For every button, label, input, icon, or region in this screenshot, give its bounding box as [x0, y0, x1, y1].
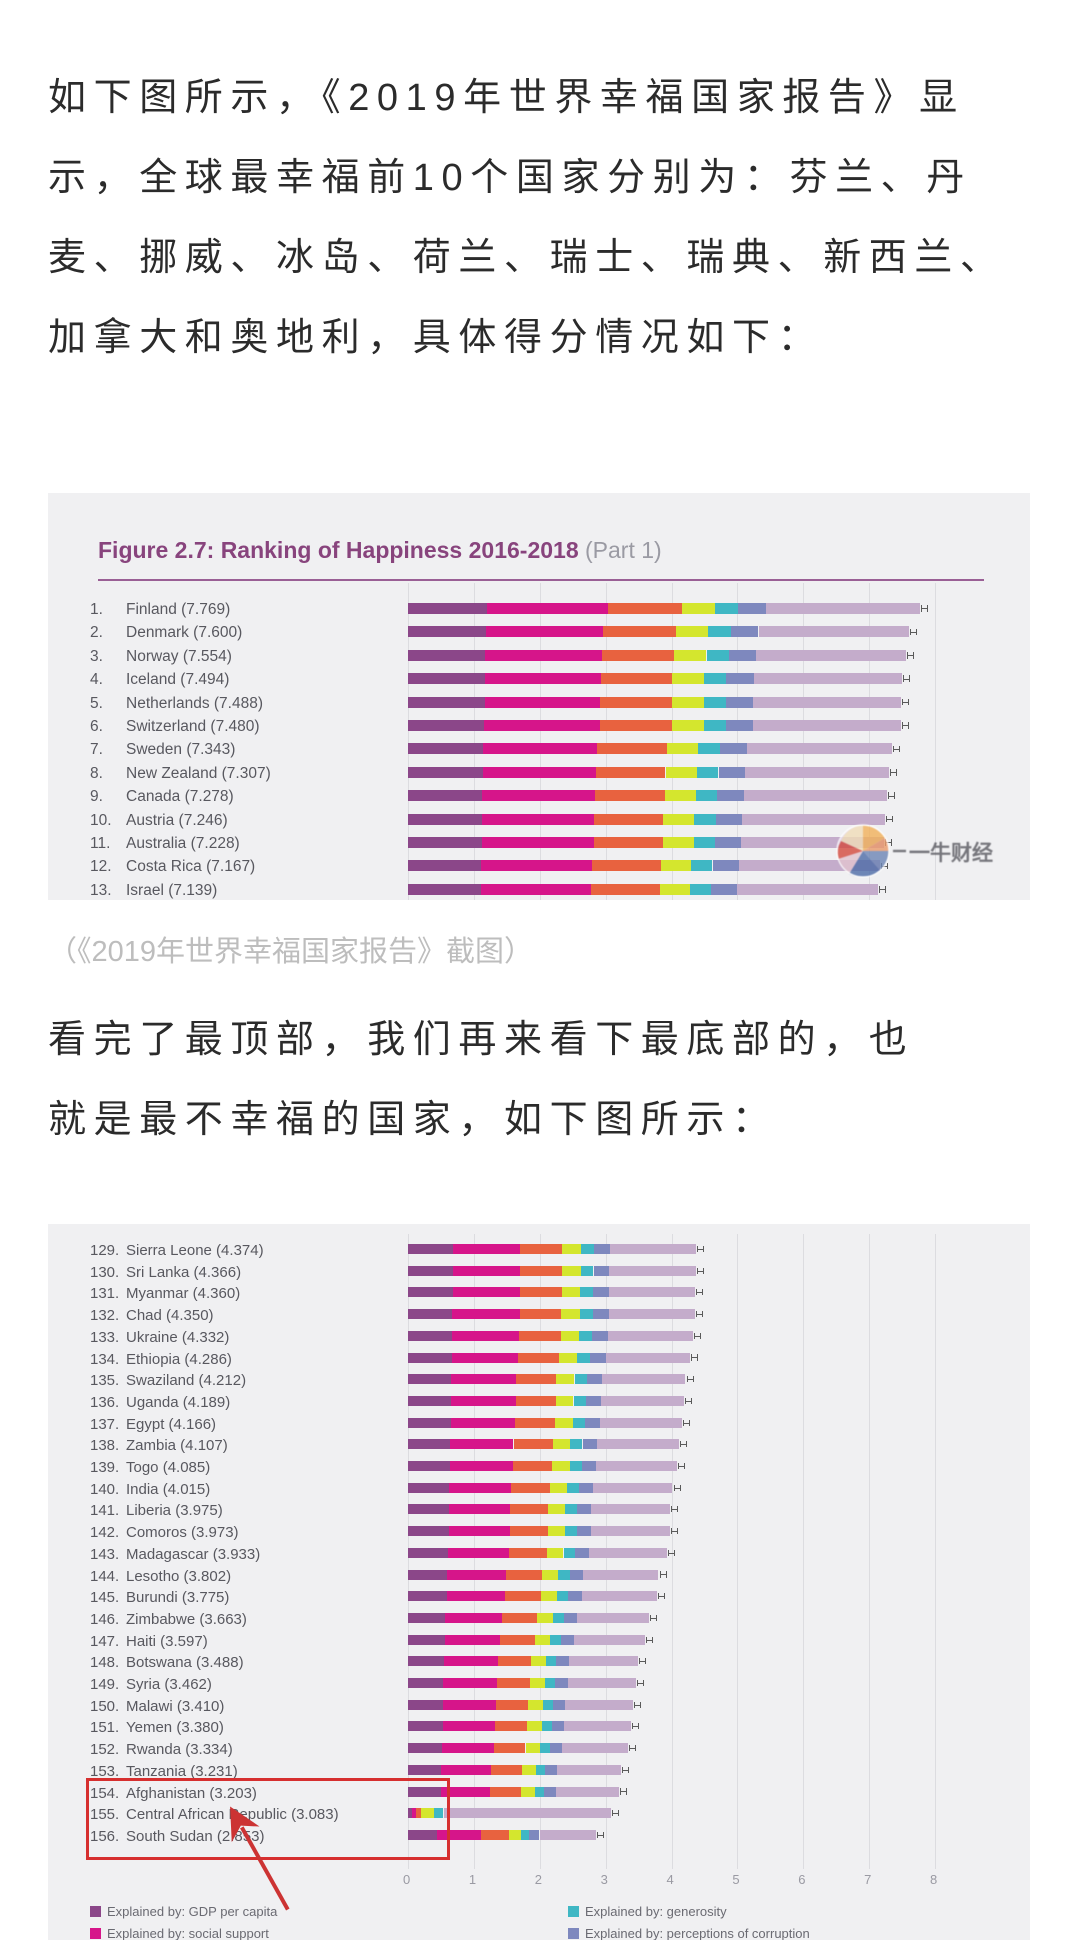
svg-text:一牛财经: 一牛财经	[909, 841, 993, 865]
